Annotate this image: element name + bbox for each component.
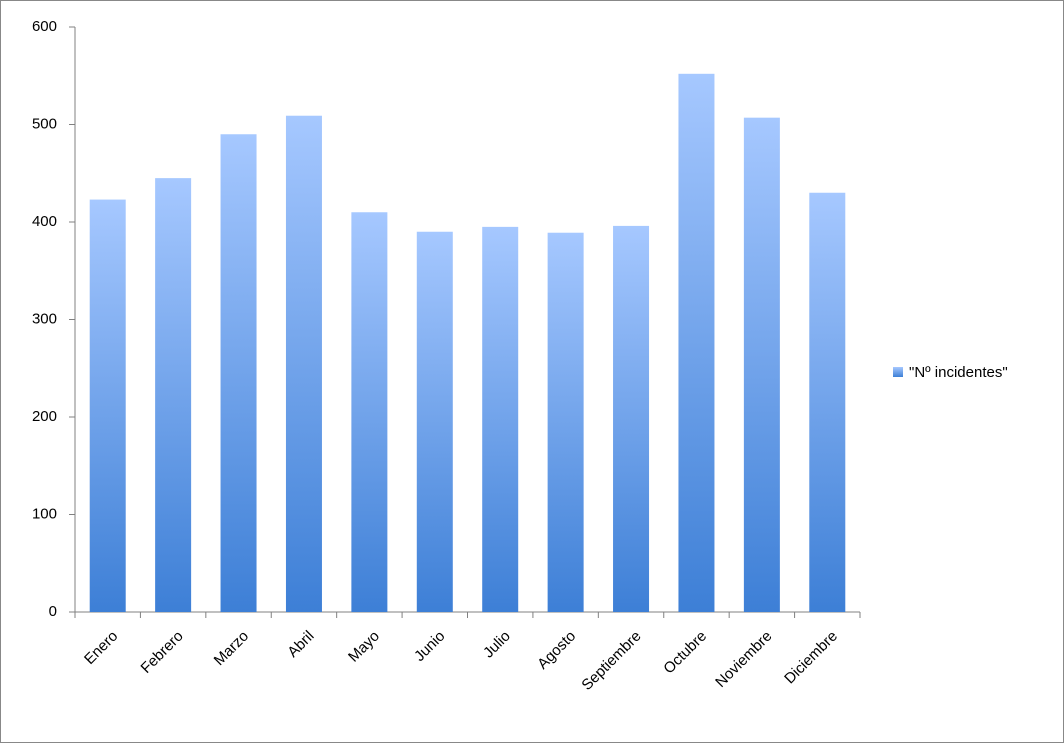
bar bbox=[678, 73, 715, 613]
y-tick-label: 600 bbox=[32, 18, 57, 35]
bar bbox=[547, 232, 584, 612]
y-tick-label: 500 bbox=[32, 115, 57, 132]
y-tick-label: 200 bbox=[32, 408, 57, 425]
bar bbox=[351, 212, 388, 612]
y-tick-label: 300 bbox=[32, 310, 57, 327]
y-tick-label: 100 bbox=[32, 505, 57, 522]
bar bbox=[89, 199, 126, 612]
y-tick-label: 400 bbox=[32, 213, 57, 230]
legend-marker bbox=[893, 367, 903, 377]
bar bbox=[809, 192, 846, 612]
bar bbox=[220, 134, 257, 612]
bar bbox=[155, 178, 192, 612]
bar bbox=[743, 117, 780, 613]
bar bbox=[285, 115, 322, 612]
legend-label: "Nº incidentes" bbox=[909, 364, 1008, 381]
bar bbox=[416, 231, 453, 612]
y-tick-label: 0 bbox=[49, 603, 57, 620]
bar bbox=[482, 226, 519, 612]
bar bbox=[613, 225, 650, 612]
